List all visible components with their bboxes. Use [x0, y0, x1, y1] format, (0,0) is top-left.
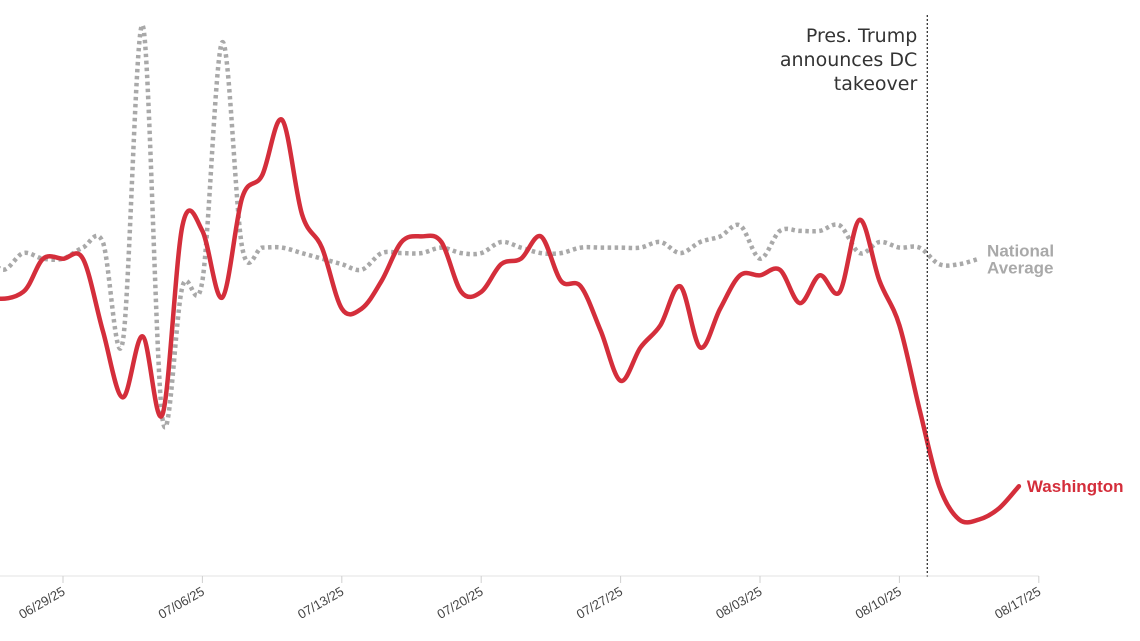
x-tick-label: 08/10/25 — [853, 584, 904, 622]
x-tick-label: 07/13/25 — [295, 584, 346, 622]
x-tick-label: 07/20/25 — [434, 584, 485, 622]
national-average-line — [0, 23, 980, 430]
x-axis: 06/29/25 07/06/25 07/13/25 07/20/25 07/27/25… — [0, 575, 1043, 622]
national-average-label: National — [987, 242, 1054, 261]
series-layer — [0, 23, 1022, 525]
x-tick-label: 06/29/25 — [16, 584, 67, 622]
national-average-label: Average — [987, 259, 1053, 278]
x-tick-label: 08/17/25 — [992, 584, 1043, 622]
x-tick-label: 07/27/25 — [574, 584, 625, 622]
washington-label: Washington — [1027, 477, 1124, 496]
x-tick-label: 08/03/25 — [713, 584, 764, 622]
x-tick-label: 07/06/25 — [156, 584, 207, 622]
annotation-text: takeover — [834, 73, 918, 95]
washington-line — [0, 117, 1022, 525]
annotation-text: announces DC — [780, 49, 917, 71]
annotation-text: Pres. Trump — [806, 25, 917, 47]
